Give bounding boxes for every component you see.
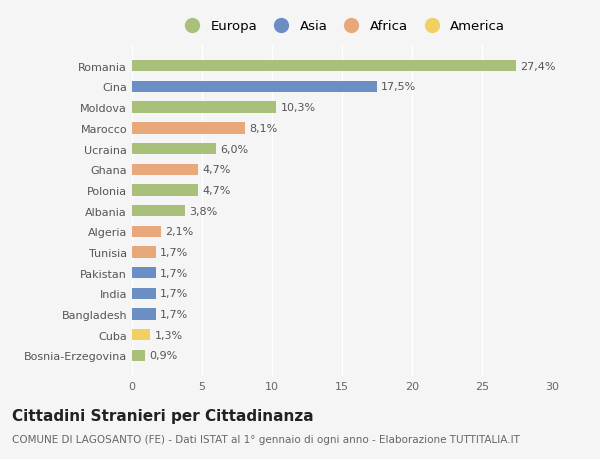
Text: 10,3%: 10,3% — [280, 103, 316, 113]
Text: 4,7%: 4,7% — [202, 185, 230, 196]
Bar — [132, 102, 276, 113]
Text: 0,9%: 0,9% — [149, 351, 177, 361]
Bar — [132, 247, 156, 258]
Bar — [132, 61, 515, 72]
Bar — [132, 144, 216, 155]
Text: 1,7%: 1,7% — [160, 247, 188, 257]
Bar — [132, 288, 156, 299]
Text: 27,4%: 27,4% — [520, 62, 556, 72]
Text: 1,7%: 1,7% — [160, 309, 188, 319]
Bar — [132, 268, 156, 279]
Bar — [132, 82, 377, 93]
Text: 1,7%: 1,7% — [160, 268, 188, 278]
Bar — [132, 350, 145, 361]
Text: 1,7%: 1,7% — [160, 289, 188, 299]
Text: 1,3%: 1,3% — [154, 330, 182, 340]
Bar — [132, 185, 198, 196]
Text: 3,8%: 3,8% — [190, 206, 218, 216]
Text: 4,7%: 4,7% — [202, 165, 230, 175]
Text: COMUNE DI LAGOSANTO (FE) - Dati ISTAT al 1° gennaio di ogni anno - Elaborazione : COMUNE DI LAGOSANTO (FE) - Dati ISTAT al… — [12, 434, 520, 444]
Bar — [132, 164, 198, 175]
Bar — [132, 226, 161, 237]
Bar — [132, 123, 245, 134]
Bar — [132, 206, 185, 217]
Text: 6,0%: 6,0% — [220, 144, 248, 154]
Text: Cittadini Stranieri per Cittadinanza: Cittadini Stranieri per Cittadinanza — [12, 409, 314, 424]
Legend: Europa, Asia, Africa, America: Europa, Asia, Africa, America — [175, 16, 509, 37]
Bar — [132, 330, 150, 341]
Text: 8,1%: 8,1% — [250, 123, 278, 134]
Text: 2,1%: 2,1% — [166, 227, 194, 237]
Text: 17,5%: 17,5% — [381, 82, 416, 92]
Bar — [132, 309, 156, 320]
